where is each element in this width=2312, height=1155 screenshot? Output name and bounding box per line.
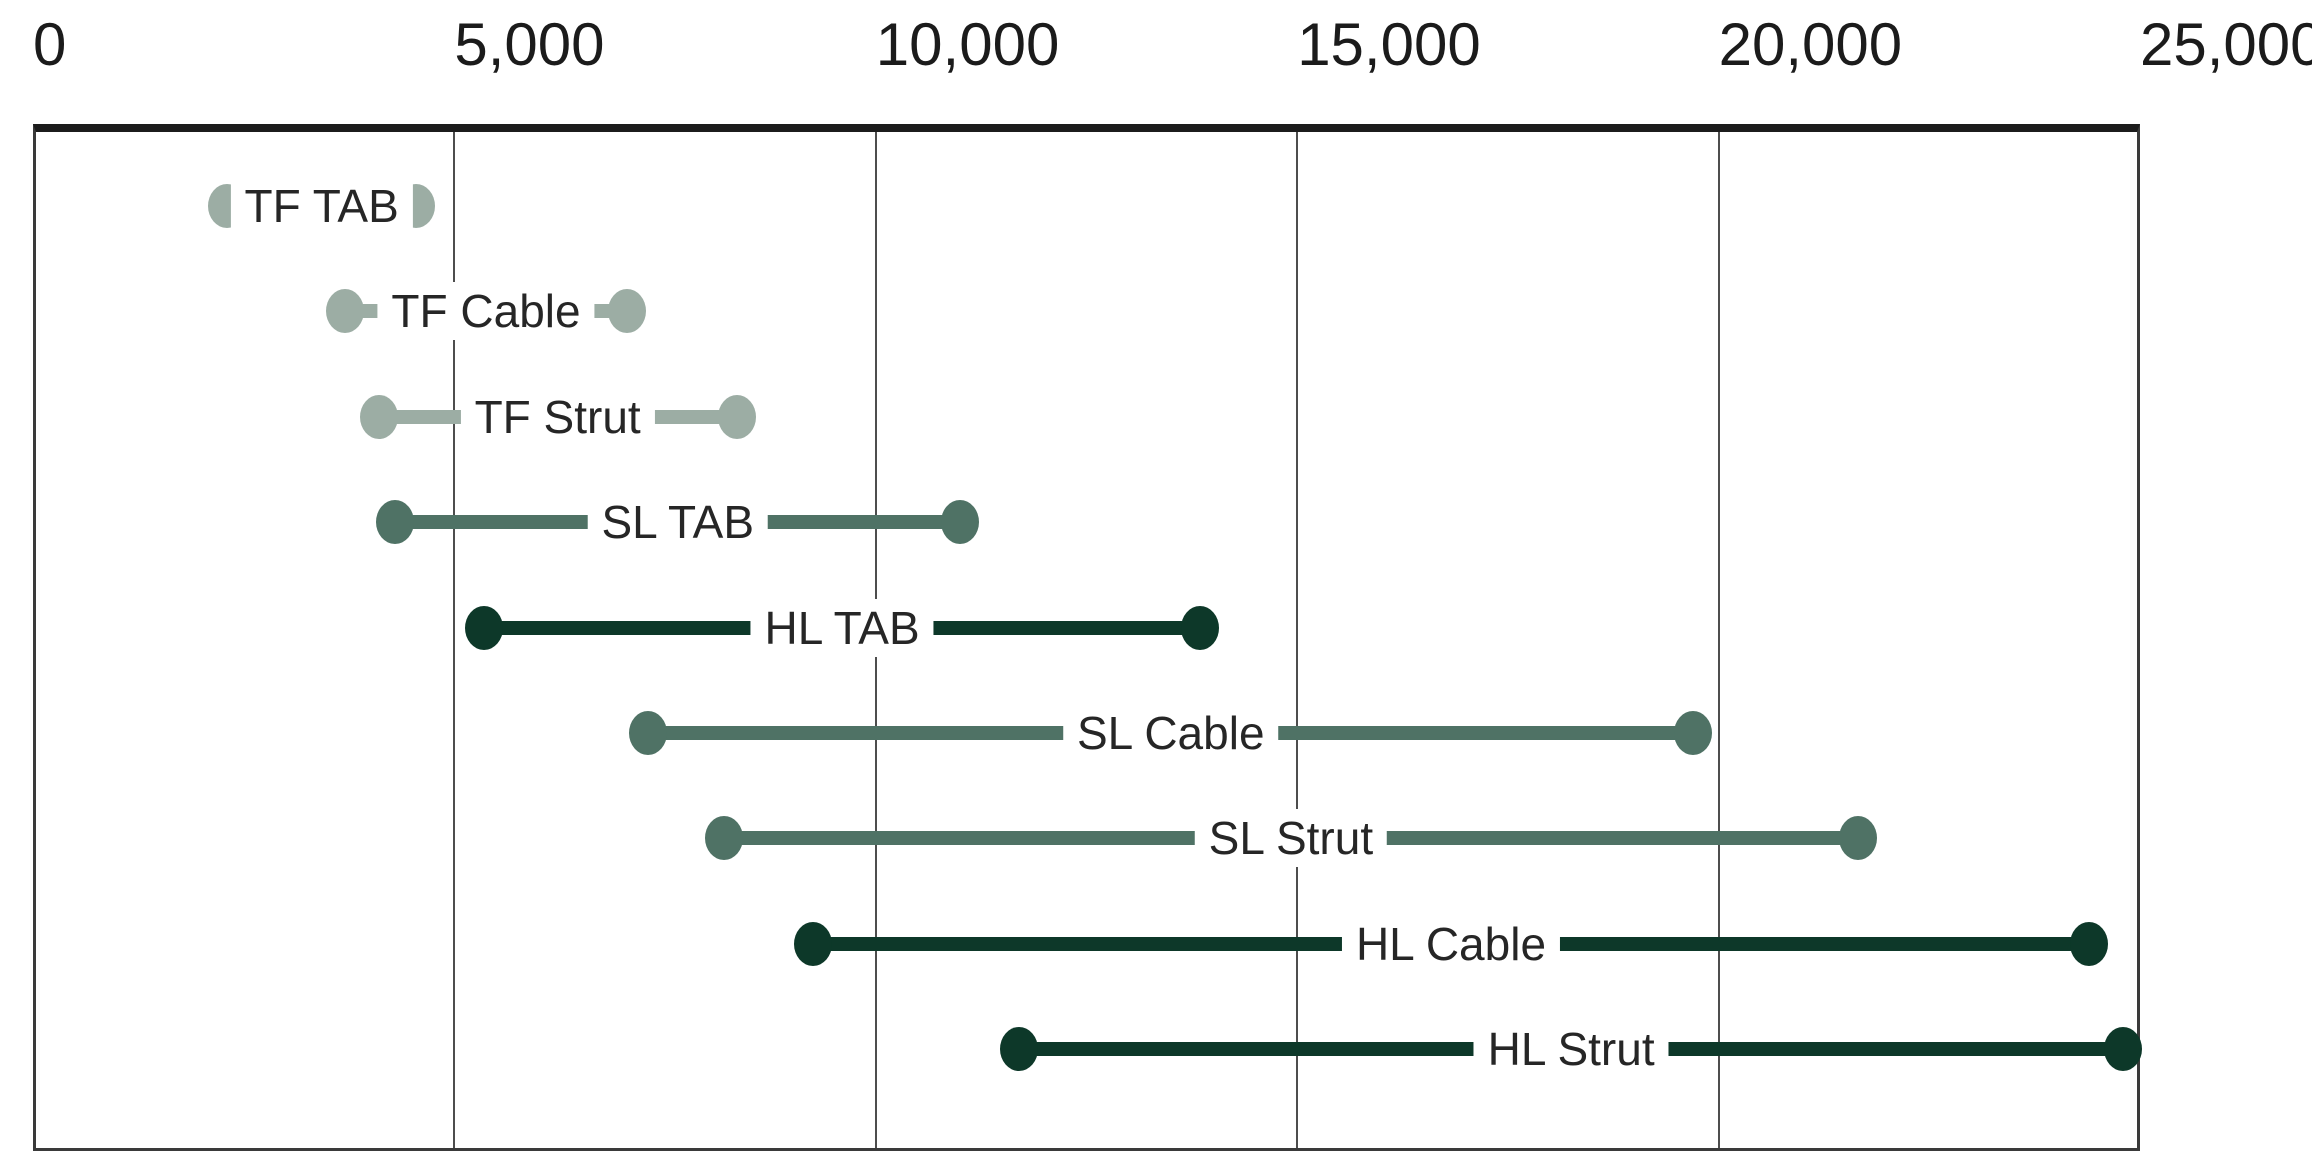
dumbbell-endpoint-min-sl-cable — [629, 711, 668, 755]
dumbbell-endpoint-max-sl-cable — [1674, 711, 1713, 755]
series-label-tf-tab: TF TAB — [230, 177, 413, 235]
plot-area — [33, 124, 2140, 1151]
axis-tick-label: 10,000 — [875, 11, 1060, 78]
series-label-hl-cable: HL Cable — [1341, 914, 1561, 973]
dumbbell-endpoint-max-tf-strut — [717, 394, 756, 439]
gridline — [1717, 132, 1720, 1148]
axis-tick-label: 20,000 — [1718, 11, 1903, 78]
gridline — [453, 132, 456, 1148]
dumbbell-endpoint-max-hl-cable — [2070, 921, 2109, 966]
dumbbell-endpoint-max-hl-strut — [2104, 1027, 2143, 1072]
series-label-hl-strut: HL Strut — [1473, 1020, 1669, 1079]
dumbbell-endpoint-min-sl-strut — [705, 816, 744, 861]
axis-tick-label: 15,000 — [1297, 11, 1481, 78]
dumbbell-endpoint-max-sl-strut — [1838, 816, 1877, 861]
series-label-tf-cable: TF Cable — [377, 282, 595, 341]
series-label-sl-tab: SL TAB — [587, 493, 769, 552]
series-label-sl-strut: SL Strut — [1194, 809, 1388, 868]
series-label-tf-strut: TF Strut — [460, 387, 655, 446]
axis-tick-label: 5,000 — [454, 11, 605, 78]
gridline — [1296, 132, 1299, 1148]
dumbbell-endpoint-max-hl-tab — [1181, 605, 1220, 650]
dumbbell-endpoint-min-hl-strut — [1000, 1027, 1039, 1072]
dumbbell-endpoint-min-sl-tab — [376, 500, 415, 545]
dumbbell-endpoint-min-hl-cable — [793, 921, 832, 966]
series-label-hl-tab: HL TAB — [750, 598, 934, 657]
dumbbell-endpoint-min-tf-strut — [359, 394, 398, 439]
dumbbell-endpoint-max-tf-cable — [608, 289, 647, 334]
axis-tick-label: 0 — [33, 11, 67, 78]
dumbbell-endpoint-min-hl-tab — [464, 605, 503, 650]
dumbbell-endpoint-max-sl-tab — [941, 500, 980, 545]
axis-tick-label: 25,000 — [2140, 11, 2312, 78]
dumbbell-endpoint-min-tf-cable — [325, 289, 364, 334]
series-label-sl-cable: SL Cable — [1063, 704, 1279, 762]
